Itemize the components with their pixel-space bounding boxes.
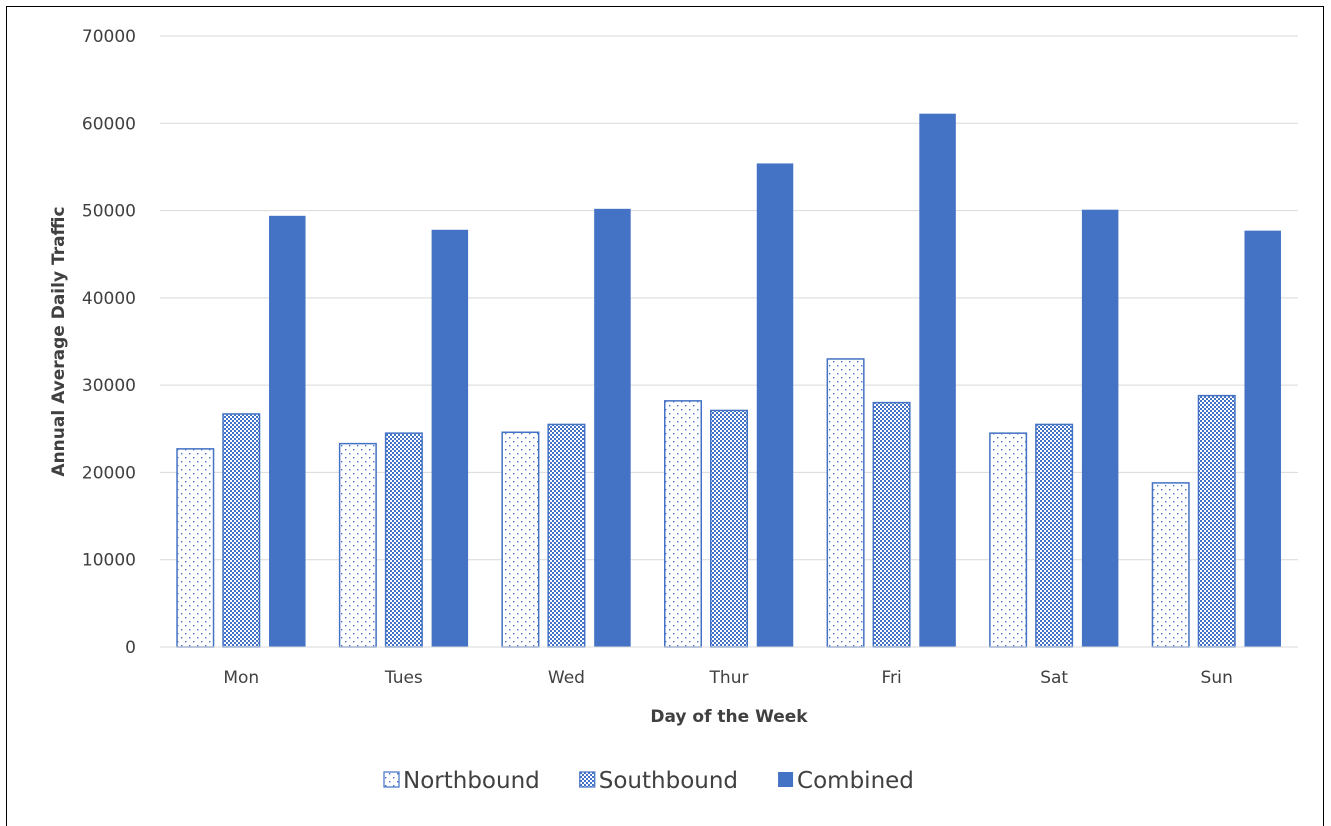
legend-swatch-northbound [383, 771, 400, 788]
bar-northbound-sun [1151, 482, 1190, 648]
x-tick-label: Tues [384, 668, 423, 688]
bar-southbound-sun [1197, 394, 1236, 648]
legend-label-southbound: Southbound [599, 768, 738, 794]
bar-combined-fri [919, 113, 956, 648]
bar-combined-thur [756, 163, 794, 648]
y-tick-label: 10000 [82, 551, 136, 571]
y-axis-tick-labels: 0 10000 20000 30000 40000 50000 60000 70000 [82, 27, 136, 658]
y-tick-label: 0 [125, 638, 136, 658]
legend-label-combined: Combined [797, 768, 914, 794]
bar-northbound-tues [338, 442, 377, 648]
bars [176, 113, 1281, 648]
bar-northbound-wed [501, 431, 540, 648]
legend-swatch-combined [778, 772, 794, 787]
x-axis-tick-labels: Mon Tues Wed Thur Fri Sat Sun [223, 668, 1233, 688]
bar-southbound-thur [710, 409, 748, 648]
bar-combined-mon [269, 215, 306, 647]
bar-northbound-thur [664, 400, 702, 648]
x-tick-label: Wed [548, 668, 585, 688]
legend: Northbound Southbound Combined [383, 768, 914, 794]
x-tick-label: Sat [1040, 668, 1068, 688]
bar-northbound-mon [176, 448, 215, 648]
bar-combined-sat [1081, 209, 1119, 647]
bar-combined-tues [431, 229, 469, 647]
y-axis-title: Annual Average Daily Traffic [49, 206, 69, 476]
bar-northbound-sat [989, 432, 1028, 648]
x-tick-label: Sun [1201, 668, 1233, 688]
bar-combined-sun [1244, 230, 1281, 647]
x-tick-label: Mon [223, 668, 259, 688]
y-tick-label: 20000 [82, 463, 136, 483]
bar-southbound-wed [547, 423, 586, 648]
bar-southbound-tues [384, 432, 423, 648]
y-tick-label: 30000 [82, 376, 136, 396]
x-tick-label: Thur [709, 668, 749, 688]
x-axis-title: Day of the Week [650, 707, 808, 727]
x-tick-label: Fri [881, 668, 901, 688]
bar-southbound-sat [1035, 423, 1074, 648]
legend-label-northbound: Northbound [403, 768, 540, 794]
y-tick-label: 40000 [82, 289, 136, 309]
bar-southbound-mon [222, 413, 261, 648]
y-tick-label: 60000 [82, 114, 136, 134]
bar-northbound-fri [826, 358, 865, 648]
legend-swatch-southbound [579, 771, 596, 788]
bar-combined-wed [594, 208, 631, 647]
bar-southbound-fri [872, 401, 911, 648]
y-tick-label: 50000 [82, 202, 136, 222]
y-tick-label: 70000 [82, 27, 136, 47]
